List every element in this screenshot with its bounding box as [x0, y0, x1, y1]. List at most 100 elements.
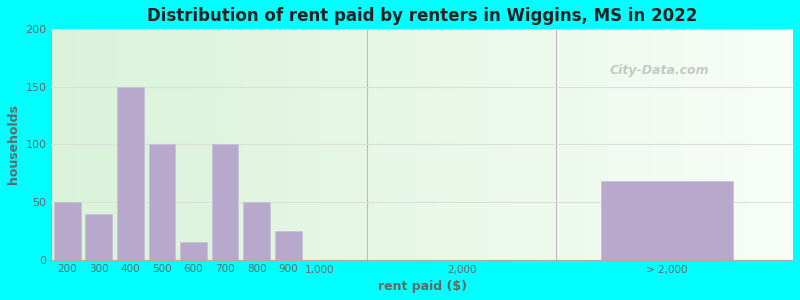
Bar: [504, 29, 511, 260]
Bar: [86, 214, 112, 260]
Bar: [578, 29, 586, 260]
Bar: [711, 29, 719, 260]
Bar: [81, 29, 89, 260]
Bar: [96, 29, 103, 260]
Bar: [556, 29, 563, 260]
Bar: [207, 29, 214, 260]
Bar: [719, 29, 726, 260]
Bar: [445, 29, 452, 260]
Bar: [541, 29, 548, 260]
Bar: [230, 29, 237, 260]
Bar: [749, 29, 756, 260]
Bar: [690, 29, 697, 260]
Bar: [348, 29, 355, 260]
Bar: [659, 29, 667, 260]
Bar: [180, 242, 207, 260]
Bar: [185, 29, 192, 260]
Bar: [652, 29, 659, 260]
Bar: [763, 29, 771, 260]
Bar: [51, 29, 59, 260]
Bar: [601, 181, 733, 260]
Bar: [704, 29, 711, 260]
Bar: [466, 29, 474, 260]
Bar: [222, 29, 230, 260]
Bar: [274, 231, 302, 260]
Bar: [430, 29, 437, 260]
Bar: [393, 29, 400, 260]
Bar: [370, 29, 378, 260]
Bar: [148, 29, 155, 260]
Bar: [385, 29, 393, 260]
Bar: [334, 29, 341, 260]
Bar: [259, 29, 266, 260]
Title: Distribution of rent paid by renters in Wiggins, MS in 2022: Distribution of rent paid by renters in …: [147, 7, 698, 25]
Bar: [593, 29, 600, 260]
Bar: [563, 29, 570, 260]
Bar: [600, 29, 608, 260]
Bar: [212, 145, 238, 260]
Bar: [133, 29, 141, 260]
Bar: [89, 29, 96, 260]
Bar: [103, 29, 111, 260]
Bar: [667, 29, 674, 260]
Bar: [518, 29, 526, 260]
Bar: [311, 29, 318, 260]
Bar: [289, 29, 296, 260]
Bar: [192, 29, 200, 260]
Bar: [341, 29, 348, 260]
Bar: [474, 29, 482, 260]
Bar: [674, 29, 682, 260]
Bar: [149, 145, 175, 260]
Bar: [608, 29, 615, 260]
Y-axis label: households: households: [7, 104, 20, 184]
Bar: [422, 29, 430, 260]
Bar: [162, 29, 170, 260]
Bar: [126, 29, 133, 260]
Bar: [363, 29, 370, 260]
Bar: [778, 29, 786, 260]
Bar: [534, 29, 541, 260]
Bar: [548, 29, 556, 260]
Bar: [214, 29, 222, 260]
Bar: [118, 29, 126, 260]
Bar: [237, 29, 244, 260]
Bar: [726, 29, 734, 260]
Bar: [243, 202, 270, 260]
Bar: [741, 29, 749, 260]
Bar: [74, 29, 81, 260]
Bar: [786, 29, 793, 260]
Bar: [378, 29, 385, 260]
Bar: [170, 29, 178, 260]
Bar: [282, 29, 289, 260]
Bar: [155, 29, 162, 260]
Bar: [117, 87, 144, 260]
Bar: [697, 29, 704, 260]
Bar: [622, 29, 630, 260]
Bar: [266, 29, 274, 260]
Bar: [54, 202, 81, 260]
Bar: [274, 29, 282, 260]
Bar: [59, 29, 66, 260]
Bar: [318, 29, 326, 260]
Bar: [586, 29, 593, 260]
Bar: [682, 29, 690, 260]
Bar: [111, 29, 118, 260]
Bar: [638, 29, 645, 260]
Bar: [244, 29, 252, 260]
Bar: [489, 29, 497, 260]
Bar: [734, 29, 741, 260]
Bar: [200, 29, 207, 260]
Bar: [178, 29, 185, 260]
Bar: [400, 29, 407, 260]
Bar: [482, 29, 489, 260]
Bar: [452, 29, 459, 260]
Bar: [66, 29, 74, 260]
Bar: [526, 29, 534, 260]
Bar: [355, 29, 363, 260]
Bar: [771, 29, 778, 260]
Bar: [630, 29, 638, 260]
Bar: [437, 29, 445, 260]
Bar: [570, 29, 578, 260]
X-axis label: rent paid ($): rent paid ($): [378, 280, 466, 293]
Bar: [511, 29, 518, 260]
